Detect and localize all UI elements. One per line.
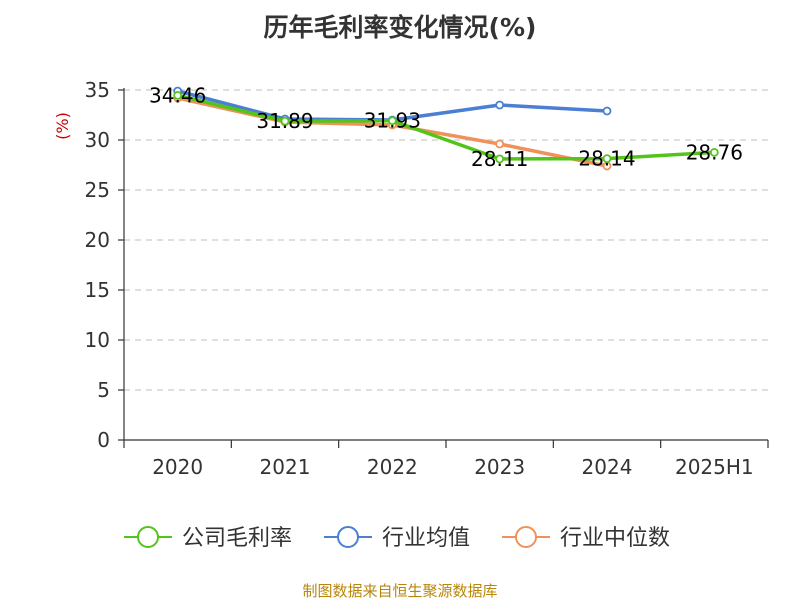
legend-swatch-marker <box>515 526 537 548</box>
series-layer <box>173 86 719 171</box>
legend: 公司毛利率 行业均值 行业中位数 <box>124 526 670 551</box>
x-tick-label: 2024 <box>582 455 633 479</box>
data-label: 31.89 <box>256 109 313 133</box>
legend-label: 公司毛利率 <box>182 526 292 551</box>
x-tick-label: 2023 <box>474 455 525 479</box>
legend-swatch-marker <box>337 526 359 548</box>
data-labels: 34.46 31.89 31.93 28.11 28.14 28.76 <box>149 83 743 170</box>
x-tick-label: 2021 <box>260 455 311 479</box>
data-label: 31.93 <box>364 109 421 133</box>
y-tick-label: 15 <box>85 278 110 302</box>
y-tick-label: 20 <box>85 228 110 252</box>
y-tick-label: 0 <box>97 428 110 452</box>
legend-swatch-marker <box>137 526 159 548</box>
y-axis-label: (%) <box>53 112 72 140</box>
data-label: 28.76 <box>686 140 743 164</box>
x-tick-label: 2022 <box>367 455 418 479</box>
data-point <box>495 154 505 164</box>
y-tick-label: 5 <box>97 378 110 402</box>
data-label: 34.46 <box>149 83 206 107</box>
legend-label: 行业均值 <box>382 526 470 551</box>
x-tick-label: 2025H1 <box>675 455 754 479</box>
data-point <box>280 116 290 126</box>
source-note: 制图数据来自恒生聚源数据库 <box>302 582 497 600</box>
y-tick-label: 35 <box>85 78 110 102</box>
data-point <box>602 154 612 164</box>
y-tick-label: 30 <box>85 128 110 152</box>
y-tick-label: 10 <box>85 328 110 352</box>
axes: 0 5 10 15 20 25 30 35 2020 2021 2022 2023 2024 2025H1 <box>85 78 769 479</box>
y-tick-label: 25 <box>85 178 110 202</box>
chart-title: 历年毛利率变化情况(%) <box>264 13 537 42</box>
x-tick-label: 2020 <box>152 455 203 479</box>
data-point <box>173 91 183 100</box>
data-point <box>709 147 719 157</box>
data-label: 28.14 <box>578 147 635 171</box>
series-line <box>175 93 717 161</box>
data-point <box>387 116 397 126</box>
data-point <box>602 106 612 116</box>
data-point <box>495 100 505 110</box>
legend-label: 行业中位数 <box>560 526 670 551</box>
data-point <box>495 139 505 149</box>
data-label: 28.11 <box>471 147 528 171</box>
